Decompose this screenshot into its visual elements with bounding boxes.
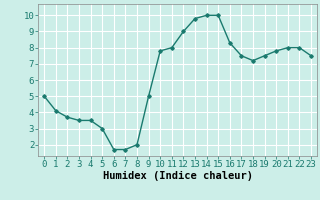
X-axis label: Humidex (Indice chaleur): Humidex (Indice chaleur) (103, 171, 252, 181)
